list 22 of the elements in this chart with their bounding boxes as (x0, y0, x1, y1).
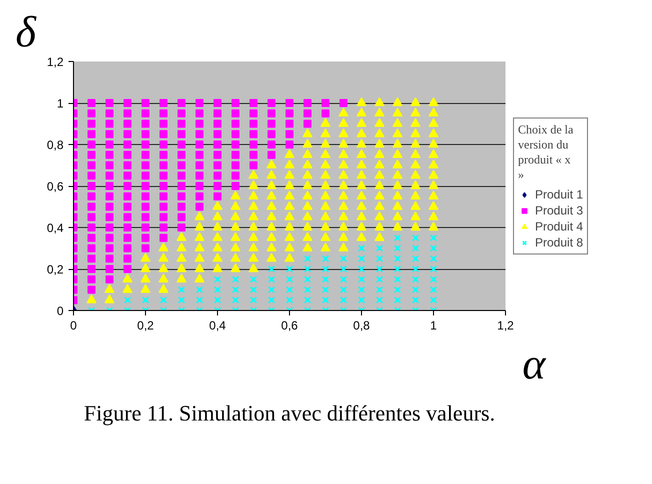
y-tick-label: 0,4 (46, 221, 64, 235)
x-tick-label: 0 (70, 318, 78, 332)
legend-label: Produit 8 (535, 235, 584, 249)
caption: Figure 11. Simulation avec différentes valeurs. (84, 400, 496, 426)
y-tick-label: 0 (56, 304, 64, 318)
x-tick-label: 1,2 (497, 318, 514, 332)
legend-title: Choix de la version du produit « x » (518, 122, 574, 182)
y-tick-label: 0,2 (46, 262, 64, 276)
legend-label: Produit 1 (535, 187, 584, 201)
y-tick-label: 0,8 (46, 138, 64, 152)
y-tick-label: 0,6 (46, 180, 64, 194)
x-tick-label: 0,2 (137, 318, 154, 332)
x-tick-label: 0,8 (353, 318, 370, 332)
y-axis-title: δ (16, 8, 38, 56)
x-tick-label: 1 (430, 318, 438, 332)
x-axis-title: α (522, 340, 546, 388)
legend-label: Produit 3 (535, 203, 584, 217)
y-tick-label: 1 (56, 96, 64, 110)
legend-label: Produit 4 (535, 219, 584, 233)
x-tick-label: 0,4 (209, 318, 226, 332)
x-tick-label: 0,6 (281, 318, 298, 332)
y-tick-label: 1,2 (46, 55, 64, 69)
